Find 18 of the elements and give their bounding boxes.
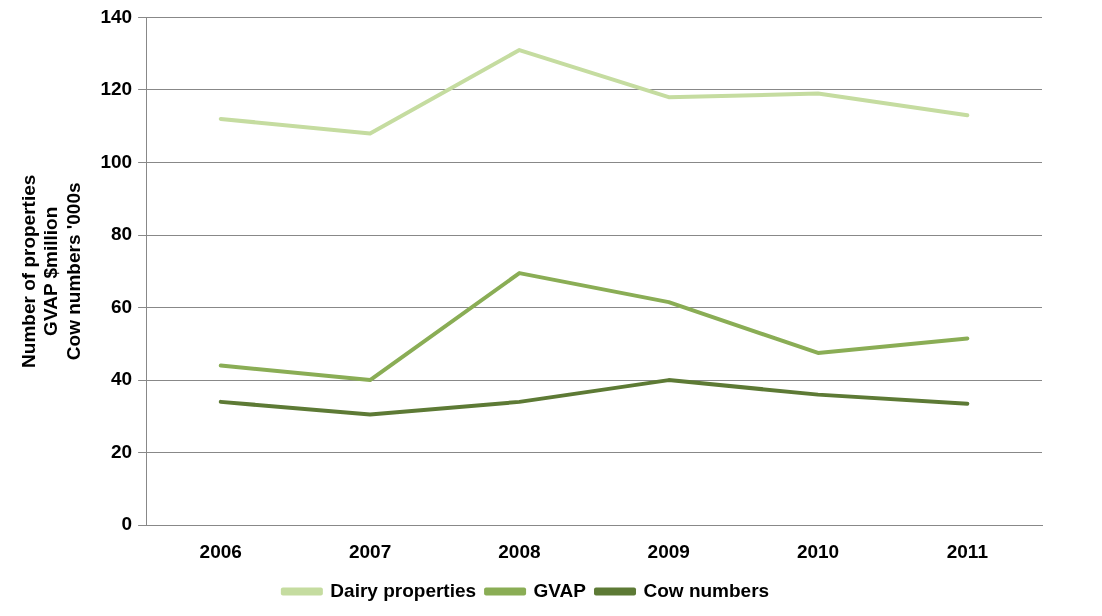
y-axis-title: Number of properties GVAP $million Cow numbers '000s [17, 174, 85, 368]
x-tick-label: 2008 [498, 540, 541, 562]
x-tick-label: 2007 [348, 540, 392, 562]
y-tick-label: 0 [121, 513, 133, 535]
y-tick-label: 80 [110, 223, 133, 245]
legend-label: GVAP [533, 579, 587, 601]
x-tick-label: 2009 [647, 540, 690, 562]
x-tick-label: 2006 [199, 540, 242, 562]
legend-label: Dairy properties [330, 579, 477, 601]
y-tick-label: 40 [110, 368, 133, 390]
x-tick-label: 2010 [796, 540, 840, 562]
y-tick-label: 140 [100, 5, 133, 27]
x-tick-label: 2011 [946, 540, 989, 562]
y-tick-label: 60 [110, 295, 133, 317]
legend-label: Cow numbers [643, 579, 770, 601]
y-tick-label: 120 [100, 78, 133, 100]
y-tick-label: 100 [100, 150, 133, 172]
y-tick-label: 20 [110, 440, 133, 462]
